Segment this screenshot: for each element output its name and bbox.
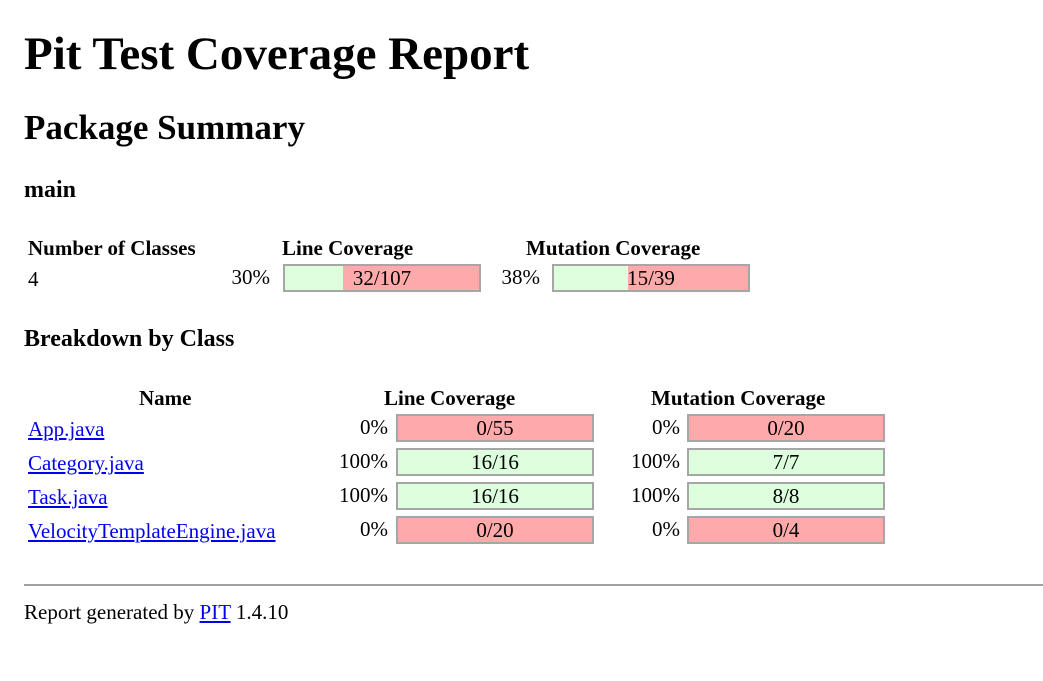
line-coverage-percent: 30%: [231, 265, 271, 289]
class-mutation-fill: [689, 484, 883, 508]
class-line-bar: 16/16: [396, 482, 594, 510]
class-line-fill: [398, 484, 592, 508]
class-line-bar: 0/20: [396, 516, 594, 544]
mutation-coverage-percent: 38%: [501, 265, 541, 289]
number-of-classes-value: 4: [28, 267, 39, 291]
breakdown-header-name: Name: [139, 386, 192, 410]
class-mutation-bar: 0/4: [687, 516, 885, 544]
class-mutation-percent: 0%: [652, 517, 680, 541]
package-summary-heading: Package Summary: [24, 108, 305, 147]
line-coverage-bar: 32/107: [283, 264, 481, 292]
class-line-bar: 0/55: [396, 414, 594, 442]
breakdown-header-line-coverage: Line Coverage: [384, 386, 516, 410]
mutation-coverage-label: 15/39: [627, 266, 675, 290]
header-line-coverage: Line Coverage: [282, 236, 414, 260]
breakdown-header-mutation-coverage: Mutation Coverage: [651, 386, 826, 410]
class-link-category[interactable]: Category.java: [28, 451, 144, 475]
pit-link[interactable]: PIT: [199, 600, 231, 624]
class-mutation-label: 7/7: [772, 450, 800, 474]
header-number-of-classes: Number of Classes: [28, 236, 196, 260]
class-line-fill: [398, 450, 592, 474]
class-mutation-bar: 8/8: [687, 482, 885, 510]
page-title: Pit Test Coverage Report: [24, 28, 530, 80]
class-line-percent: 0%: [360, 415, 388, 439]
mutation-coverage-fill: [554, 266, 628, 290]
footer: Report generated by PIT 1.4.10: [24, 600, 288, 624]
line-coverage-fill: [285, 266, 344, 290]
class-link-task[interactable]: Task.java: [28, 485, 108, 509]
class-mutation-label: 0/20: [767, 416, 805, 440]
class-mutation-bar: 7/7: [687, 448, 885, 476]
class-line-label: 0/55: [476, 416, 514, 440]
class-mutation-label: 8/8: [772, 484, 800, 508]
class-line-label: 16/16: [471, 484, 519, 508]
footer-divider: [24, 584, 1043, 586]
footer-version: 1.4.10: [235, 600, 289, 624]
header-mutation-coverage: Mutation Coverage: [526, 236, 701, 260]
mutation-coverage-bar: 15/39: [552, 264, 750, 292]
footer-prefix: Report generated by: [24, 600, 195, 624]
class-line-percent: 100%: [339, 449, 388, 473]
class-mutation-percent: 100%: [631, 483, 680, 507]
class-mutation-label: 0/4: [772, 518, 800, 542]
package-name: main: [24, 177, 77, 203]
class-line-percent: 0%: [360, 517, 388, 541]
class-line-bar: 16/16: [396, 448, 594, 476]
class-line-label: 0/20: [476, 518, 514, 542]
line-coverage-label: 32/107: [352, 266, 412, 290]
class-link-app[interactable]: App.java: [28, 417, 105, 441]
class-mutation-fill: [689, 450, 883, 474]
class-mutation-percent: 0%: [652, 415, 680, 439]
class-line-percent: 100%: [339, 483, 388, 507]
breakdown-heading: Breakdown by Class: [24, 326, 235, 352]
class-mutation-percent: 100%: [631, 449, 680, 473]
class-line-label: 16/16: [471, 450, 519, 474]
class-mutation-bar: 0/20: [687, 414, 885, 442]
class-link-velocity-template-engine[interactable]: VelocityTemplateEngine.java: [28, 519, 276, 543]
